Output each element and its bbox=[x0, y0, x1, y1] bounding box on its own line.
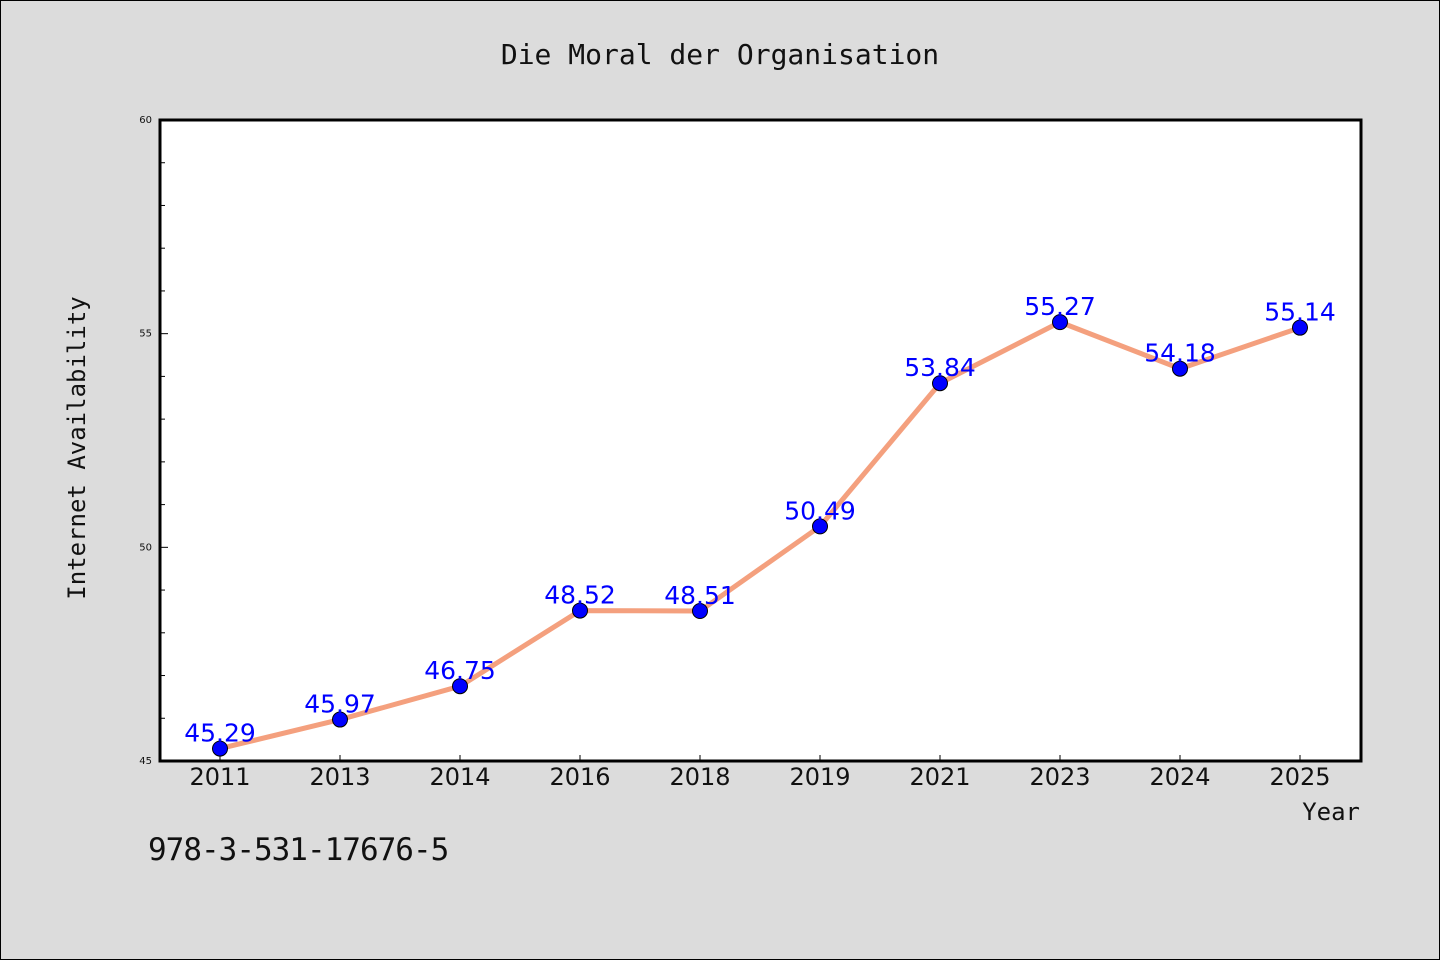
x-tick-label: 2019 bbox=[789, 763, 850, 791]
data-label: 55.14 bbox=[1264, 298, 1336, 327]
data-point bbox=[1172, 360, 1188, 377]
x-tick-label: 2016 bbox=[549, 763, 610, 791]
x-tick-label: 2013 bbox=[309, 763, 370, 791]
y-tick-label: 45 bbox=[139, 756, 152, 767]
y-tick-label: 60 bbox=[139, 115, 152, 126]
series-line-group bbox=[212, 314, 1308, 757]
x-axis: 2011 2013 2014 2016 2018 2019 2021 2023 2024 2025 bbox=[189, 755, 1331, 791]
y-axis-label: Internet Availability bbox=[63, 296, 91, 599]
data-label: 48.51 bbox=[664, 581, 736, 610]
data-point bbox=[332, 711, 348, 728]
data-label: 46.75 bbox=[424, 656, 496, 685]
data-label-group: 45.29 45.97 46.75 48.52 48.51 50.49 53.84 55.27… bbox=[184, 292, 1336, 747]
data-label: 48.52 bbox=[544, 581, 616, 610]
data-label: 45.29 bbox=[184, 719, 256, 748]
data-label: 54.18 bbox=[1144, 339, 1216, 368]
data-point bbox=[212, 740, 228, 757]
series-line bbox=[219, 319, 1301, 752]
data-point bbox=[932, 375, 948, 392]
data-point bbox=[812, 518, 828, 535]
data-point bbox=[452, 678, 468, 695]
y-axis: 45 50 55 60 bbox=[139, 115, 168, 767]
data-label: 55.27 bbox=[1024, 292, 1096, 321]
plot-area bbox=[158, 118, 1363, 763]
x-tick-label: 2023 bbox=[1029, 763, 1090, 791]
data-point bbox=[1292, 319, 1308, 336]
y-tick-label: 50 bbox=[139, 542, 152, 553]
x-tick-label: 2011 bbox=[189, 763, 250, 791]
x-tick-label: 2021 bbox=[909, 763, 970, 791]
data-label: 50.49 bbox=[784, 496, 856, 525]
data-label: 53.84 bbox=[904, 353, 976, 382]
chart-title: Die Moral der Organisation bbox=[501, 38, 939, 71]
x-tick-label: 2024 bbox=[1149, 763, 1210, 791]
data-point bbox=[1052, 314, 1068, 331]
x-tick-label: 2014 bbox=[429, 763, 490, 791]
data-point bbox=[692, 603, 708, 620]
x-axis-label: Year bbox=[1302, 798, 1360, 826]
data-label: 45.97 bbox=[304, 690, 376, 719]
y-tick-label: 55 bbox=[139, 329, 152, 340]
x-tick-label: 2025 bbox=[1269, 763, 1330, 791]
isbn-text: 978-3-531-17676-5 bbox=[148, 832, 449, 868]
x-tick-label: 2018 bbox=[669, 763, 730, 791]
data-point bbox=[572, 602, 588, 619]
